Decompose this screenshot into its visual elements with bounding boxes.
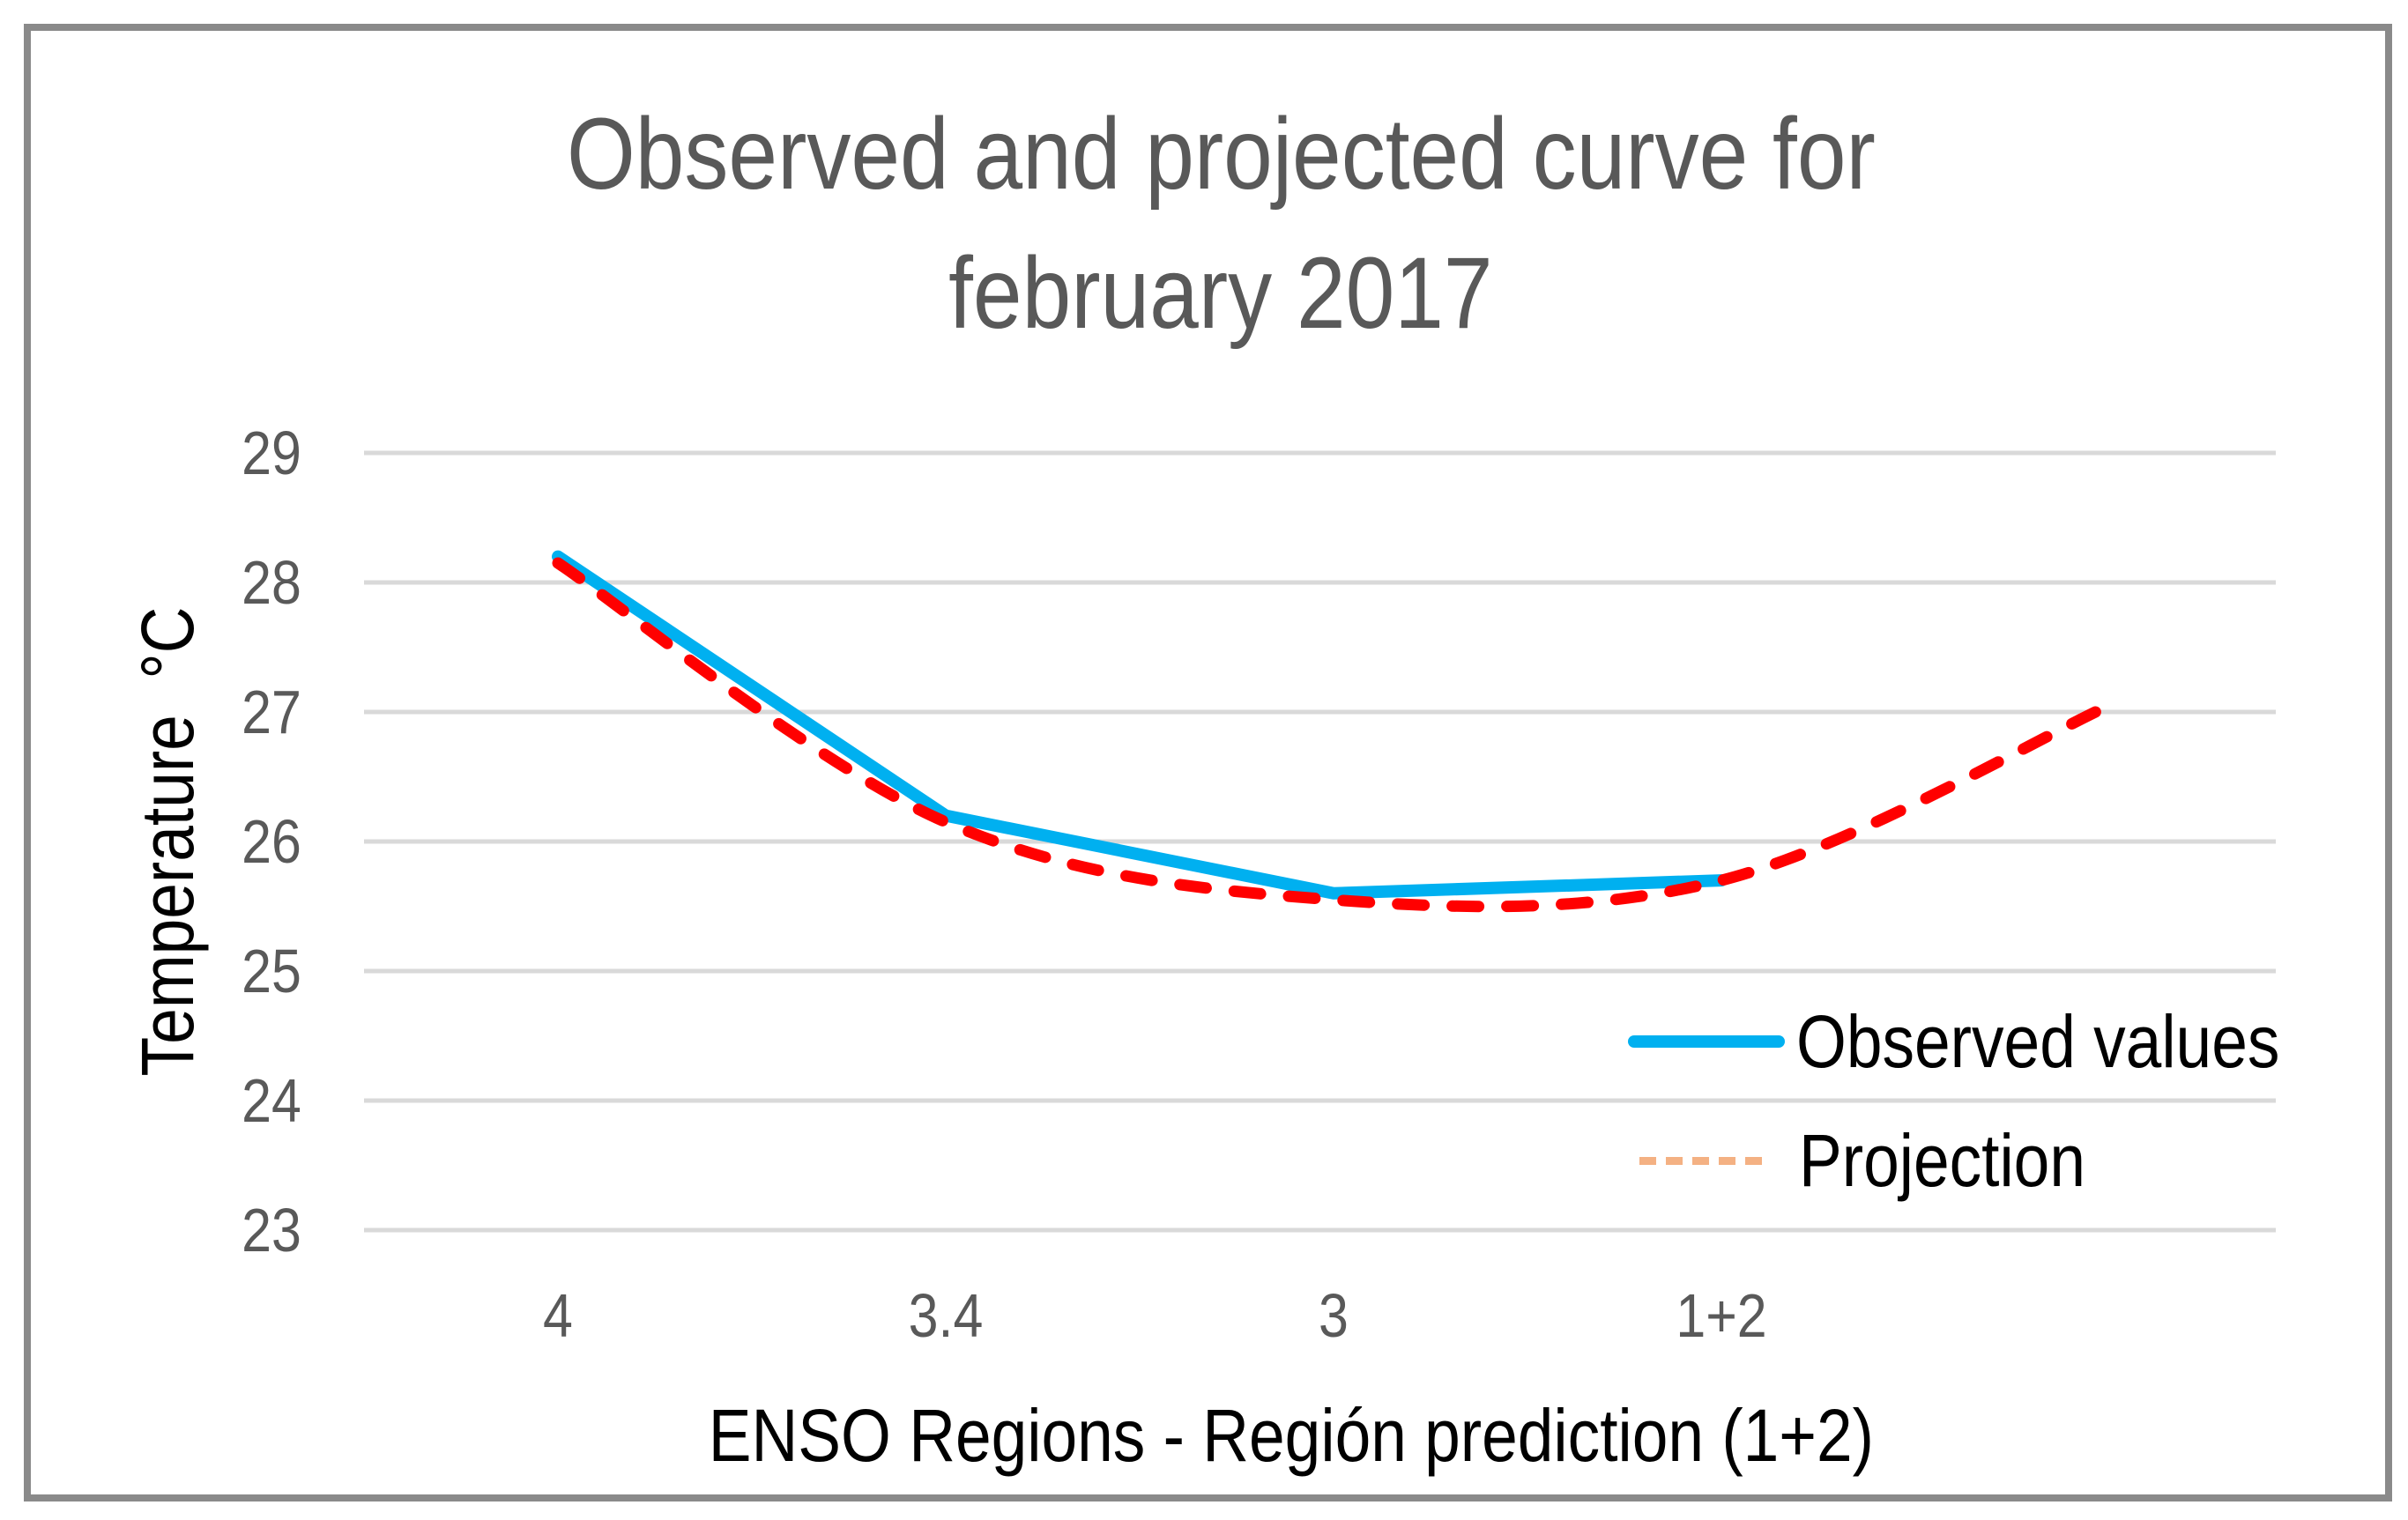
x-tick-label: 3.4	[908, 1281, 984, 1350]
observed-line	[552, 550, 1728, 900]
x-axis-title: ENSO Regions - Región prediction (1+2)	[708, 1394, 1875, 1477]
chart-title-line2: february 2017	[948, 237, 1493, 350]
chart-title: Observed and projected curve for februar…	[339, 85, 2102, 363]
legend-swatch-solid-line	[1628, 1035, 1785, 1048]
y-tick-label: 27	[242, 678, 301, 746]
y-tick-label: 29	[242, 419, 301, 487]
y-tick-label: 24	[242, 1066, 301, 1135]
x-tick-label: 1+2	[1676, 1281, 1767, 1350]
x-tick-label: 4	[543, 1281, 573, 1350]
outer-frame-border	[24, 24, 2392, 1501]
projection-line	[552, 557, 2115, 913]
legend-item-label: Projection	[1799, 1119, 2085, 1202]
y-tick-label: 26	[242, 807, 301, 876]
legend-item-label: Observed values	[1796, 1000, 2280, 1083]
legend-swatch-dashed-line	[1639, 1156, 1772, 1165]
chart-title-line1: Observed and projected curve for	[566, 98, 1876, 211]
y-tick-label: 25	[242, 937, 301, 1005]
x-tick-label: 3	[1319, 1281, 1349, 1350]
y-tick-label: 23	[242, 1196, 301, 1264]
y-tick-label: 28	[242, 548, 301, 617]
